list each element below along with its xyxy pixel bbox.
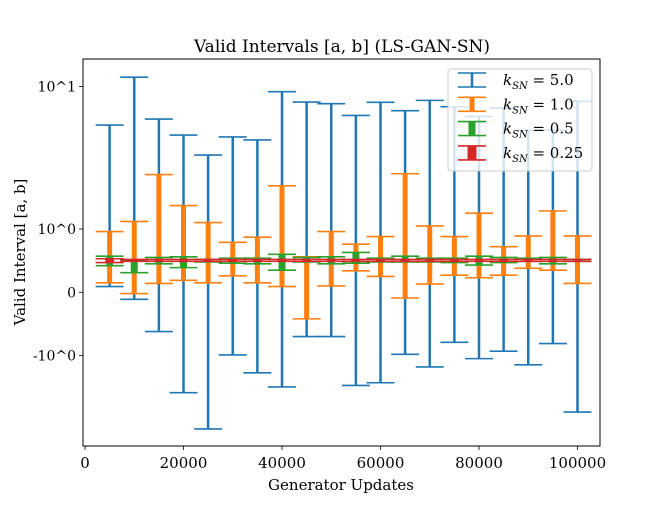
error-bar — [538, 258, 567, 263]
ticks-group: 0 20000 40000 60000 80000 100000 10^1 10^0 0 -10^… — [33, 79, 606, 472]
error-bar — [415, 225, 444, 285]
error-bar — [341, 258, 370, 263]
legend-label: kSN = 5.0 — [503, 71, 574, 92]
error-bar — [514, 235, 543, 270]
error-bar — [268, 258, 296, 263]
error-bar — [268, 253, 296, 271]
error-bar — [292, 258, 321, 263]
legend-label: kSN = 0.5 — [503, 120, 574, 141]
x-tick-label: 20000 — [160, 454, 208, 472]
x-tick-label: 0 — [80, 454, 90, 472]
error-bar — [169, 258, 198, 263]
axes-frame — [82, 58, 601, 447]
error-bar — [465, 212, 493, 279]
legend-item: kSN = 0.5 — [458, 120, 574, 141]
series-1 — [95, 172, 592, 320]
error-bar — [120, 220, 149, 295]
error-bar — [317, 102, 346, 338]
error-bar — [391, 172, 420, 299]
error-bar — [563, 258, 592, 263]
error-bar — [465, 258, 493, 263]
error-bar — [366, 235, 395, 278]
error-bar — [489, 258, 518, 263]
series-3 — [95, 257, 592, 264]
error-bar — [144, 258, 173, 263]
x-tick-label: 80000 — [455, 454, 503, 472]
error-bar — [415, 258, 444, 263]
legend-item: kSN = 0.25 — [458, 144, 583, 165]
x-tick-label: 60000 — [357, 454, 405, 472]
y-axis-label: Valid Interval [a, b] — [11, 179, 29, 327]
error-bar — [218, 258, 247, 263]
x-axis-label: Generator Updates — [268, 476, 414, 494]
error-bar — [366, 258, 395, 263]
legend-label: kSN = 0.25 — [503, 144, 583, 165]
y-tick-label: -10^0 — [33, 349, 76, 365]
error-bar — [440, 258, 469, 263]
y-tick-label: 10^1 — [38, 79, 76, 95]
x-tick-label: 100000 — [549, 454, 606, 472]
x-tick-label: 40000 — [258, 454, 306, 472]
error-bar — [144, 173, 173, 285]
error-bar — [120, 258, 149, 263]
legend-item: kSN = 1.0 — [458, 95, 574, 116]
y-tick-label: 10^0 — [38, 222, 76, 238]
error-bar — [194, 154, 223, 430]
chart-title: Valid Intervals [a, b] (LS-GAN-SN) — [193, 37, 490, 57]
legend: kSN = 5.0 kSN = 1.0 kSN = 0.5 kSN = 0.25 — [447, 68, 593, 172]
error-bar — [317, 258, 346, 263]
legend-label: kSN = 1.0 — [503, 95, 574, 116]
error-bar — [440, 235, 469, 277]
y-tick-label: 0 — [67, 285, 76, 301]
error-bar — [243, 258, 272, 263]
error-bar — [95, 257, 124, 264]
error-bar — [514, 258, 543, 263]
error-bar — [194, 258, 223, 263]
legend-item: kSN = 5.0 — [458, 71, 574, 92]
error-bar — [194, 221, 223, 284]
error-bar — [391, 258, 420, 263]
